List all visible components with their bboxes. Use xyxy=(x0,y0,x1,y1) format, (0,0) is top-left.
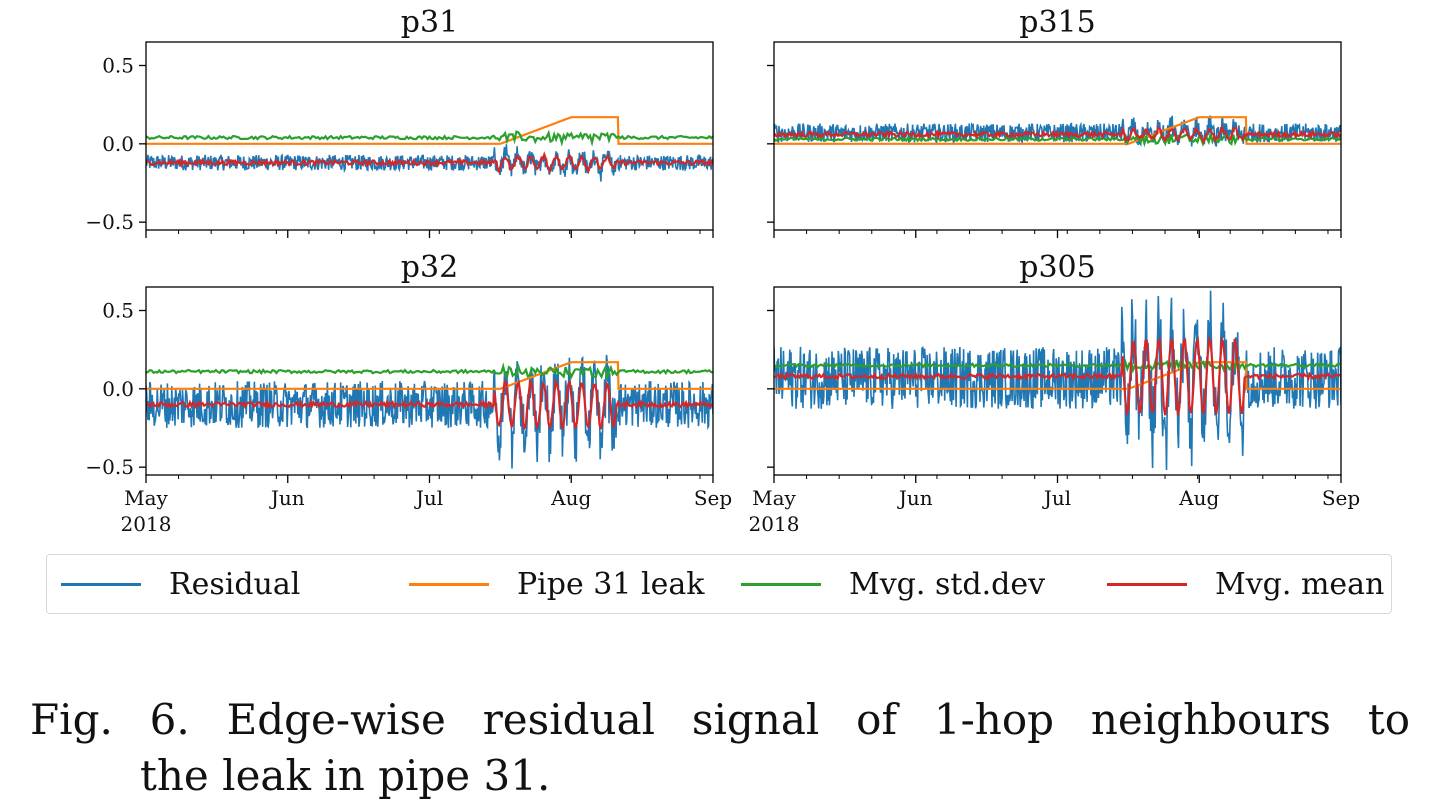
series-mvg-mean xyxy=(146,151,713,175)
x-tick-label: 2018 xyxy=(121,512,172,536)
x-tick-label: May xyxy=(752,486,796,510)
chart-title-p32: p32 xyxy=(401,250,458,285)
series-residual xyxy=(146,144,713,182)
legend-item-mvg-std-dev: Mvg. std.dev xyxy=(741,555,1045,613)
axes-frame xyxy=(145,286,714,476)
plot-area-p315 xyxy=(774,115,1341,148)
figure-caption: Fig. 6. Edge-wise residual signal of 1-h… xyxy=(30,692,1410,804)
legend: Residual Pipe 31 leak Mvg. std.dev Mvg. … xyxy=(46,554,1392,614)
x-tick-label: Sep xyxy=(694,486,732,510)
caption-line-2: the leak in pipe 31. xyxy=(140,751,551,800)
x-tick-label: Jul xyxy=(414,486,443,510)
series-residual xyxy=(146,354,713,469)
legend-item-pipe-31-leak: Pipe 31 leak xyxy=(409,555,704,613)
series-pipe-31-leak xyxy=(146,116,713,145)
chart-title-p305: p305 xyxy=(1019,250,1095,285)
plot-area-p32 xyxy=(146,354,713,469)
series-mvg-mean xyxy=(774,123,1341,145)
x-tick-label: Jul xyxy=(1042,486,1071,510)
x-tick-label: May xyxy=(124,486,168,510)
series-mvg-std-dev xyxy=(774,356,1341,374)
x-tick-label: Jun xyxy=(897,486,933,510)
plot-area-p31 xyxy=(146,116,713,182)
x-tick-label: Aug xyxy=(1178,486,1219,510)
series-mvg-mean xyxy=(774,335,1341,416)
chart-panel-p31: p31 0.5 0.0 −0.5 xyxy=(85,5,714,238)
legend-item-residual: Residual xyxy=(61,555,300,613)
legend-label-residual: Residual xyxy=(169,566,301,602)
legend-swatch-mvg-mean xyxy=(1107,582,1187,586)
chart-title-p315: p315 xyxy=(1019,5,1095,40)
plot-area-p305 xyxy=(774,290,1341,471)
y-tick-label: 0.0 xyxy=(102,377,134,401)
x-tick-label: Jun xyxy=(269,486,305,510)
legend-label-mvg-mean: Mvg. mean xyxy=(1215,566,1385,602)
chart-title-p31: p31 xyxy=(401,5,458,40)
series-pipe-31-leak xyxy=(774,361,1341,390)
x-tick-label: Aug xyxy=(550,486,591,510)
series-mvg-std-dev xyxy=(774,132,1341,148)
series-pipe-31-leak xyxy=(774,116,1341,145)
caption-line-1: Fig. 6. Edge-wise residual signal of 1-h… xyxy=(30,695,1410,744)
legend-swatch-pipe-31-leak xyxy=(409,582,489,586)
series-residual xyxy=(774,290,1341,471)
legend-swatch-mvg-std-dev xyxy=(741,582,821,586)
legend-swatch-residual xyxy=(61,582,141,586)
series-mvg-std-dev xyxy=(146,362,713,381)
y-tick-label: −0.5 xyxy=(85,455,134,479)
series-mvg-std-dev xyxy=(146,129,713,147)
figure-canvas: p310.50.0−0.5p315p320.50.0−0.5May2018Jun… xyxy=(85,5,1361,536)
series-residual xyxy=(774,115,1341,147)
x-tick-label: Sep xyxy=(1322,486,1360,510)
y-tick-label: 0.0 xyxy=(102,132,134,156)
chart-panel-p315: p315 xyxy=(767,5,1342,238)
y-tick-label: −0.5 xyxy=(85,210,134,234)
y-tick-label: 0.5 xyxy=(102,299,134,323)
x-tick-label: 2018 xyxy=(749,512,800,536)
series-pipe-31-leak xyxy=(146,361,713,390)
series-mvg-mean xyxy=(146,377,713,431)
legend-label-pipe-31-leak: Pipe 31 leak xyxy=(517,566,705,602)
legend-item-mvg-mean: Mvg. mean xyxy=(1107,555,1384,613)
legend-label-mvg-std-dev: Mvg. std.dev xyxy=(849,566,1046,602)
y-tick-label: 0.5 xyxy=(102,54,134,78)
